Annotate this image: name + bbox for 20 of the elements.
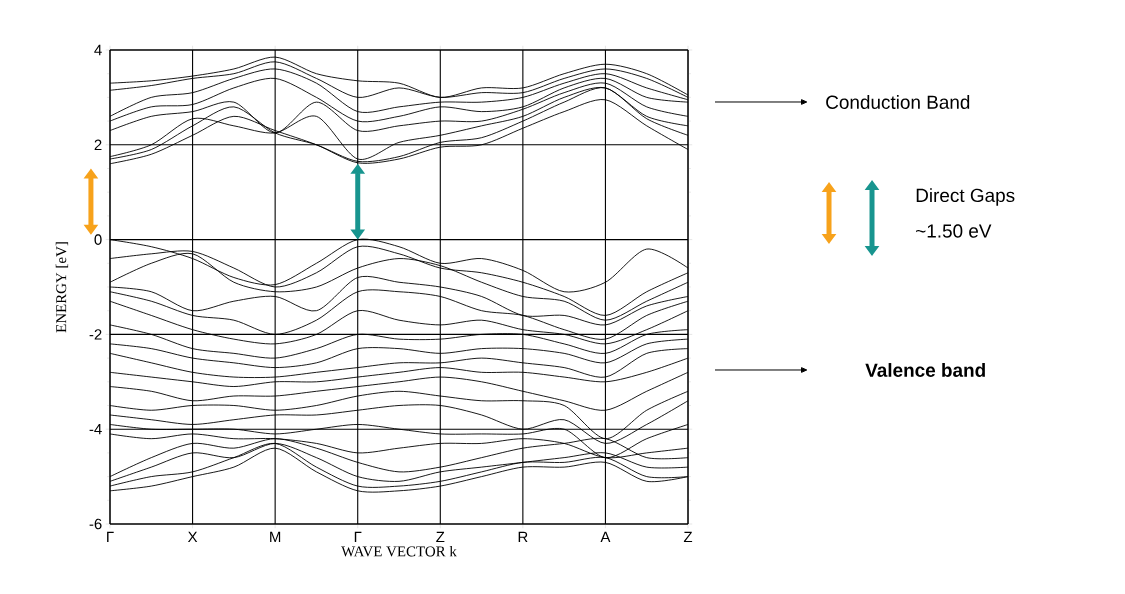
- text: Conduction Band: [826, 95, 970, 109]
- text: Valence band: [865, 363, 985, 377]
- y-axis-title: ENERGY [eV]: [55, 242, 69, 333]
- y-tick-label: 2: [94, 139, 102, 151]
- x-tick-label: Γ: [107, 531, 114, 543]
- x-tick-label: Γ: [354, 531, 362, 543]
- text: Direct Gaps: [916, 188, 1015, 206]
- y-tick-label: -2: [89, 329, 102, 340]
- y-tick-label: -4: [89, 424, 102, 435]
- x-tick-label: M: [270, 531, 281, 543]
- y-tick-label: 4: [94, 44, 102, 56]
- x-tick-label: Z: [436, 531, 445, 543]
- x-tick-label: A: [600, 531, 611, 543]
- x-tick-label: Z: [683, 531, 693, 543]
- y-tick-label: 0: [94, 234, 102, 245]
- y-tick-label: -6: [89, 518, 102, 530]
- x-tick-label: X: [187, 531, 198, 543]
- text: ~1.50 eV: [916, 224, 992, 238]
- x-tick-label: R: [518, 531, 528, 543]
- x-axis-title: WAVE VECTOR k: [341, 545, 457, 557]
